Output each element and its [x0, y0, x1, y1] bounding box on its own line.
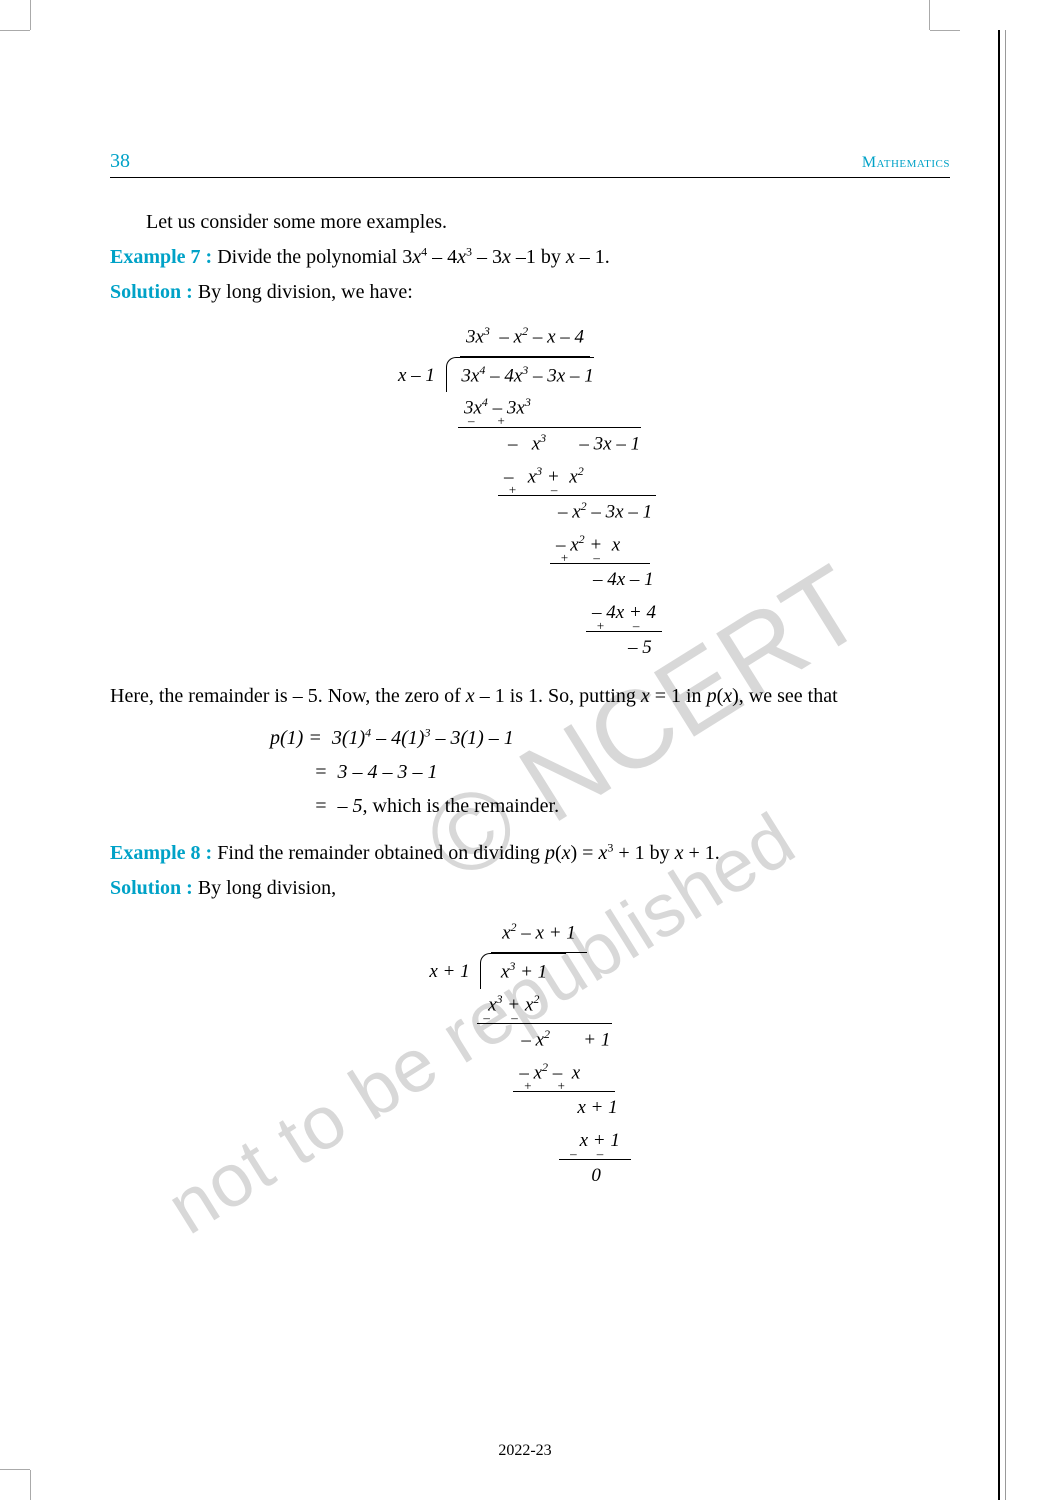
step-1-6: – 4x – 1: [398, 564, 662, 596]
step-2-3: +– x2 +– x: [513, 1057, 614, 1093]
step-2-1: – x3 –+ x2: [477, 989, 611, 1025]
step-1-7: +– 4x –+ 4: [586, 597, 662, 632]
solution-8: Solution : By long division,: [110, 874, 950, 903]
solution-7-text: By long division, we have:: [193, 281, 413, 303]
subject-label: Mathematics: [862, 154, 950, 172]
step-1-1: –3x4 +– 3x3: [458, 392, 641, 428]
step-2-5: – x –+ 1: [559, 1125, 630, 1160]
example-7-label: Example 7 :: [110, 246, 212, 268]
long-division-2: x2 – x + 1 x + 1 x3 + 1 – x3 –+ x2 – x2 …: [110, 917, 950, 1192]
example-7: Example 7 : Divide the polynomial 3x4 – …: [110, 243, 950, 272]
step-1-4: – x2 – 3x – 1: [398, 496, 662, 529]
example-8-statement: Find the remainder obtained on dividing …: [212, 842, 720, 864]
quotient-1: 3x3 – x2 – x – 4: [460, 321, 590, 357]
example-8: Example 8 : Find the remainder obtained …: [110, 839, 950, 868]
eq7-l1: p(1) = 3(1)4 – 4(1)3 – 3(1) – 1: [270, 721, 950, 755]
solution-8-text: By long division,: [193, 877, 336, 899]
eq7-l2: = 3 – 4 – 3 – 1: [270, 755, 950, 789]
dividend-1: 3x4 – 4x3 – 3x – 1: [446, 357, 594, 393]
remainder-2: 0: [429, 1160, 630, 1192]
step-1-2: – x3 – 3x – 1: [398, 428, 662, 461]
example-7-statement: Divide the polynomial 3x4 – 4x3 – 3x –1 …: [212, 246, 610, 268]
step-2-4: x + 1: [429, 1092, 630, 1124]
quotient-2: x2 – x + 1: [491, 917, 586, 953]
step-1-3: +– x3 –+ x2: [498, 461, 656, 497]
example-8-label: Example 8 :: [110, 842, 212, 864]
solution-7-label: Solution :: [110, 281, 193, 303]
dividend-2: x3 + 1: [480, 953, 566, 989]
solution-7: Solution : By long division, we have:: [110, 278, 950, 307]
footer-year: 2022-23: [0, 1442, 1050, 1460]
eq-block-7: p(1) = 3(1)4 – 4(1)3 – 3(1) – 1 = 3 – 4 …: [270, 721, 950, 823]
solution-8-label: Solution :: [110, 877, 193, 899]
long-division-1: 3x3 – x2 – x – 4 x – 1 3x4 – 4x3 – 3x – …: [110, 321, 950, 664]
page-number: 38: [110, 150, 130, 173]
divisor-2: x + 1: [429, 956, 475, 988]
intro-text: Let us consider some more examples.: [110, 208, 950, 237]
divisor-1: x – 1: [398, 360, 441, 392]
remainder-1: – 5: [398, 632, 662, 664]
step-1-5: +– x2 –+ x: [550, 529, 650, 565]
eq7-l3: = – 5, which is the remainder.: [270, 789, 950, 823]
step-2-2: – x2 + 1: [429, 1024, 630, 1057]
remainder-7-text: Here, the remainder is – 5. Now, the zer…: [110, 682, 950, 711]
page-header: 38 Mathematics: [110, 150, 950, 178]
